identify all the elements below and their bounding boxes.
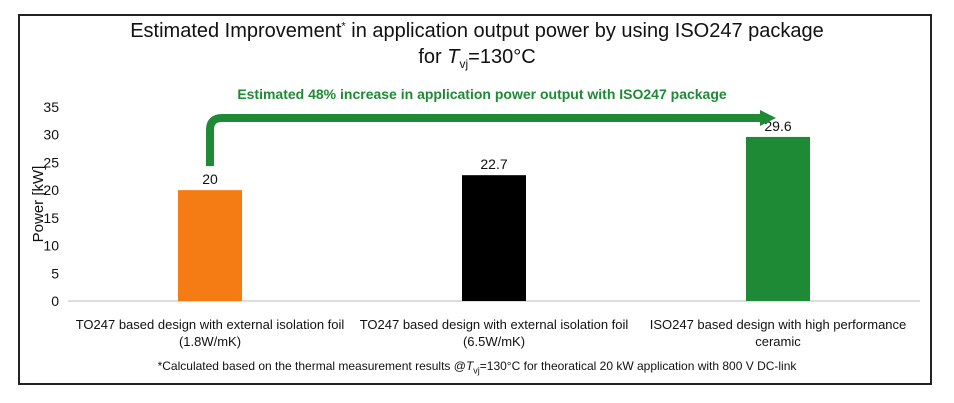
x-category-label-line: (1.8W/mK)	[178, 334, 242, 349]
bar	[746, 136, 810, 301]
x-category-label-line: ceramic	[755, 334, 801, 349]
x-category-label-line: (6.5W/mK)	[462, 334, 526, 349]
y-tick-label: 0	[51, 293, 59, 309]
bar	[178, 190, 242, 301]
annotation-text: Estimated 48% increase in application po…	[237, 86, 727, 102]
chart-title-line2: for Tvj=130°C	[418, 46, 536, 71]
bar	[462, 175, 526, 301]
y-tick-label: 35	[43, 99, 59, 115]
bar-value-label: 22.7	[480, 156, 507, 172]
y-tick-label: 30	[43, 127, 59, 143]
annotation-arrowhead	[760, 110, 776, 126]
y-tick-label: 25	[43, 154, 59, 170]
x-category-label-line: TO247 based design with external isolati…	[75, 317, 345, 332]
bar-value-label: 29.6	[764, 118, 791, 134]
x-category-label: TO247 based design with external isolati…	[70, 316, 350, 350]
x-category-label-line: TO247 based design with external isolati…	[359, 317, 629, 332]
x-category-label-line: ISO247 based design with high performanc…	[649, 317, 907, 332]
y-tick-label: 20	[43, 182, 59, 198]
y-tick-label: 15	[43, 210, 59, 226]
x-category-label: ISO247 based design with high performanc…	[638, 316, 918, 350]
y-tick-label: 5	[51, 265, 59, 281]
annotation-arrow	[206, 114, 764, 167]
bar-value-label: 20	[202, 171, 218, 187]
x-category-label: TO247 based design with external isolati…	[354, 316, 634, 350]
footnote: *Calculated based on the thermal measure…	[157, 359, 797, 376]
chart-title-line1: Estimated Improvement* in application ou…	[130, 20, 824, 42]
y-tick-label: 10	[43, 238, 59, 254]
y-axis-label: Power [kW]	[30, 166, 47, 243]
